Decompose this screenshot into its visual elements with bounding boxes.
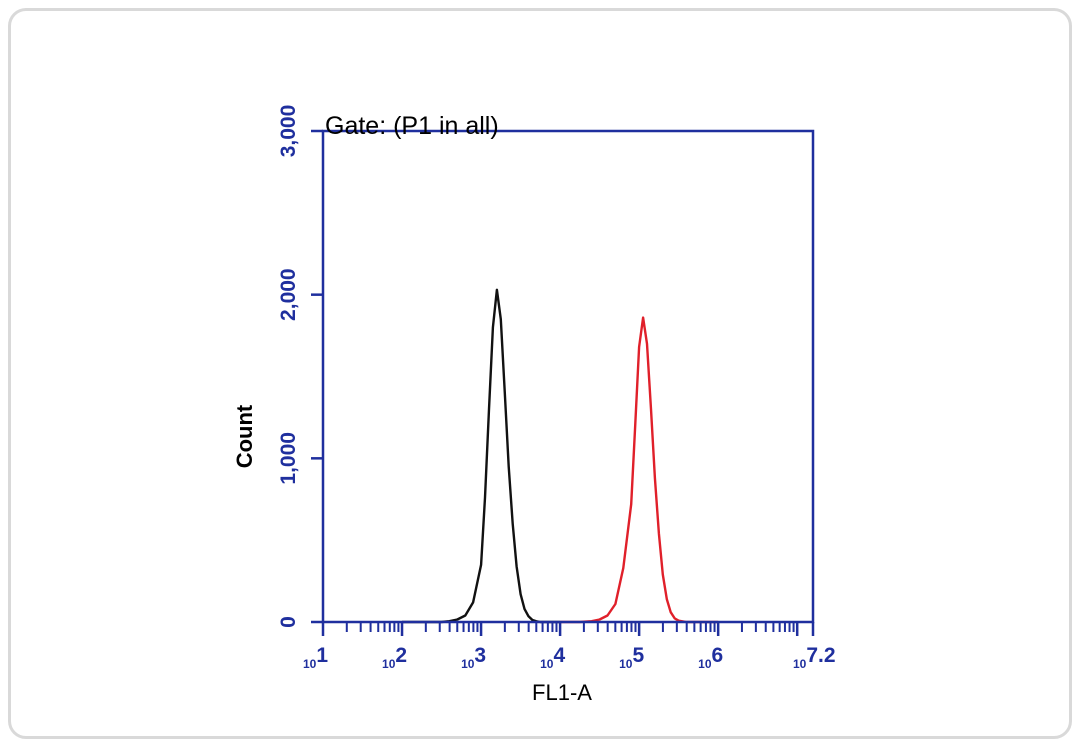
x-tick-label: 102 — [382, 644, 407, 671]
chart-title: Gate: (P1 in all) — [325, 112, 499, 140]
x-tick-label: 104 — [540, 644, 565, 671]
x-tick-label: 105 — [619, 644, 644, 671]
y-tick-label: 3,000 — [277, 105, 300, 158]
x-tick-label: 107.2 — [793, 644, 836, 671]
series-line-2 — [560, 316, 719, 624]
x-tick-label: 106 — [698, 644, 723, 671]
y-tick-label: 0 — [277, 616, 300, 628]
x-axis-label: FL1-A — [532, 680, 592, 705]
y-tick-label: 1,000 — [277, 432, 300, 485]
y-axis-label: Count — [232, 404, 257, 468]
x-tick-label: 101 — [303, 644, 328, 671]
series-line-1 — [402, 288, 561, 624]
plot-frame — [321, 129, 815, 624]
x-tick-label: 103 — [461, 644, 486, 671]
y-tick-label: 2,000 — [277, 268, 300, 321]
